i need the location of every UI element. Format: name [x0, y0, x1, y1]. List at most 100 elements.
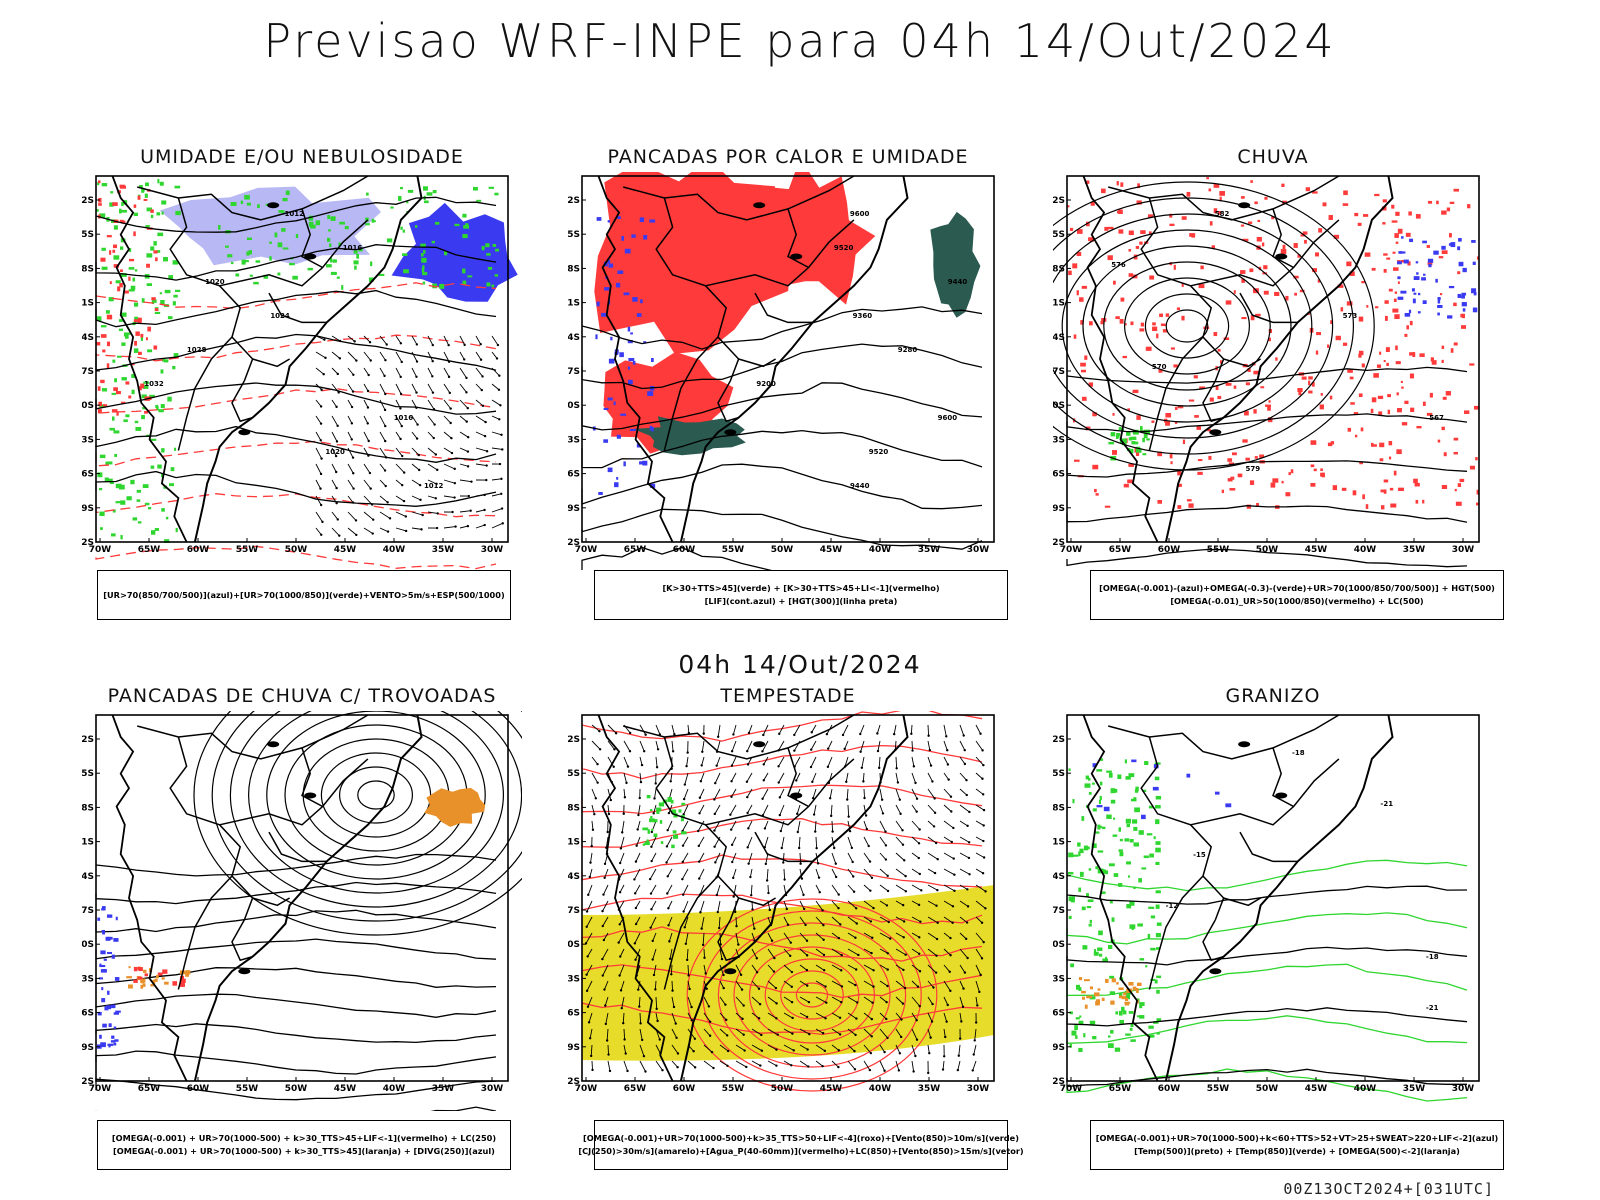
humidity-low-green — [99, 404, 106, 408]
humidity-low-green — [462, 213, 467, 218]
wind-vector — [379, 527, 389, 533]
wind-vector — [667, 900, 673, 909]
wind-vector — [411, 383, 417, 393]
humidity-low-green — [118, 208, 122, 214]
rain-area-red — [1305, 187, 1311, 192]
wind-vector — [315, 511, 323, 523]
lon-tick-label: 70W — [1060, 545, 1083, 555]
wind-850-green — [671, 844, 675, 849]
border-line — [1140, 736, 1225, 921]
humidity-low-green — [420, 243, 426, 248]
wind-vector — [778, 796, 782, 799]
wind-vector — [806, 984, 809, 987]
omega-orange — [1078, 977, 1083, 981]
wind-vector — [379, 367, 385, 377]
wind-850-green — [659, 820, 663, 824]
wind-vector — [850, 846, 854, 850]
rain-area-red — [1211, 245, 1216, 249]
divergence-blue — [101, 987, 104, 991]
humidity-low-green — [155, 404, 159, 409]
wind-vector — [363, 447, 369, 456]
rain-area-red — [1246, 504, 1252, 509]
wind-vector — [687, 996, 692, 1008]
rain-area-red — [1448, 233, 1452, 238]
rain-area-red — [1127, 479, 1133, 484]
wind-vector — [433, 423, 436, 426]
humidity-low-green — [101, 183, 108, 187]
temp-850-green — [1111, 917, 1115, 922]
humidity-low-green — [120, 312, 127, 317]
wind-vector — [384, 456, 388, 459]
wind-vector — [782, 861, 785, 864]
rain-area-red — [1194, 415, 1199, 418]
lat-tick-label: 18S — [82, 803, 94, 813]
wind-vector — [975, 948, 983, 959]
humidity-low-green — [327, 237, 331, 242]
wind-vector — [863, 820, 868, 830]
wind-vector — [618, 891, 622, 894]
humidity-low-green — [106, 461, 113, 465]
rain-area-red — [1469, 363, 1475, 366]
wind-vector — [892, 732, 896, 736]
wind-vector — [886, 968, 889, 971]
humidity-low-green — [142, 406, 147, 410]
wind-vector — [749, 875, 752, 879]
wind-vector — [911, 996, 921, 1007]
humidity-low-green — [97, 182, 100, 186]
wind-vector — [623, 740, 631, 752]
humidity-low-green — [431, 240, 435, 244]
wind-vector — [687, 1012, 693, 1021]
lake-shape — [304, 792, 317, 799]
wind-vector — [687, 964, 690, 976]
wind-vector — [863, 788, 865, 799]
temp-850-green — [1081, 816, 1085, 821]
rain-area-red — [1438, 256, 1444, 259]
wind-vector — [427, 415, 435, 425]
wind-vector — [959, 932, 967, 940]
rain-area-red — [1294, 292, 1298, 296]
wind-vector — [668, 916, 673, 926]
wind-vector — [683, 788, 689, 800]
wind-vector — [837, 1049, 840, 1052]
wind-vector — [903, 859, 906, 862]
wind-vector — [331, 431, 338, 442]
wind-vector — [315, 399, 322, 407]
legend-line: [Temp(500)](preto) + [Temp(850)](verde) … — [1134, 1146, 1460, 1156]
wind-vector — [710, 1050, 714, 1054]
humidity-low-green — [295, 233, 299, 239]
humidity-low-green — [421, 267, 425, 273]
humidity-low-green — [144, 193, 148, 198]
rain-area-blue — [1413, 276, 1420, 281]
lon-tick-label: 40W — [869, 545, 892, 555]
lif-contour — [628, 358, 635, 362]
wind-vector — [735, 1044, 745, 1051]
wind-vector — [465, 391, 468, 394]
wind-vector — [895, 932, 904, 938]
wind-vector — [877, 766, 881, 770]
rain-area-red — [1181, 283, 1184, 287]
hail-area-blue — [1153, 764, 1159, 769]
rain-area-red — [1383, 268, 1387, 273]
temp-850-green — [1119, 851, 1124, 857]
wind-vector — [639, 1012, 642, 1024]
thickness-red — [106, 341, 110, 347]
streamline — [581, 744, 983, 780]
humidity-low-green — [110, 191, 114, 194]
rain-area-red — [1446, 207, 1451, 212]
wind-vector — [751, 964, 758, 973]
rain-area-red — [1357, 222, 1362, 226]
wind-vector — [831, 900, 839, 909]
wind-vector — [975, 916, 983, 924]
wind-vector — [779, 804, 785, 816]
rain-area-red — [1376, 364, 1382, 368]
humidity-low-green — [132, 517, 138, 521]
wind-vector — [500, 477, 503, 481]
wind-vector — [384, 424, 387, 428]
border-line — [137, 714, 369, 760]
wind-vector — [371, 532, 374, 535]
wind-850-green — [680, 818, 684, 822]
wind-vector — [499, 404, 502, 407]
wind-vector — [886, 984, 889, 988]
streamline — [581, 926, 983, 962]
humidity-low-green — [230, 201, 237, 207]
